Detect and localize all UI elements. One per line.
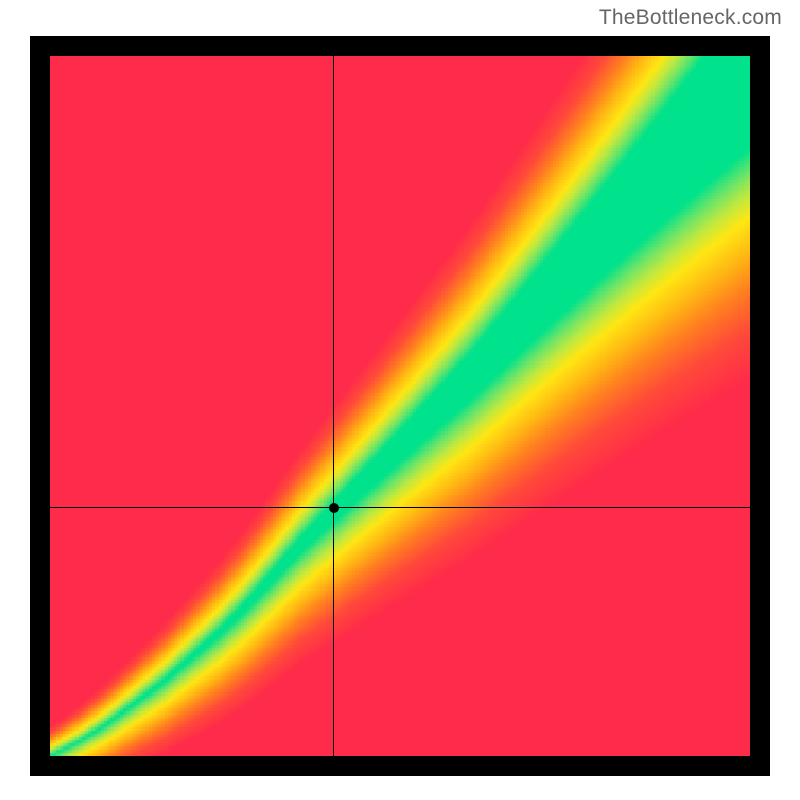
chart-container: TheBottleneck.com	[0, 0, 800, 800]
crosshair-horizontal	[50, 507, 750, 508]
crosshair-marker	[329, 503, 339, 513]
watermark-text: TheBottleneck.com	[599, 6, 782, 30]
plot-frame	[30, 36, 770, 776]
plot-area	[50, 56, 750, 756]
crosshair-vertical	[333, 56, 334, 756]
heatmap-canvas	[50, 56, 750, 756]
